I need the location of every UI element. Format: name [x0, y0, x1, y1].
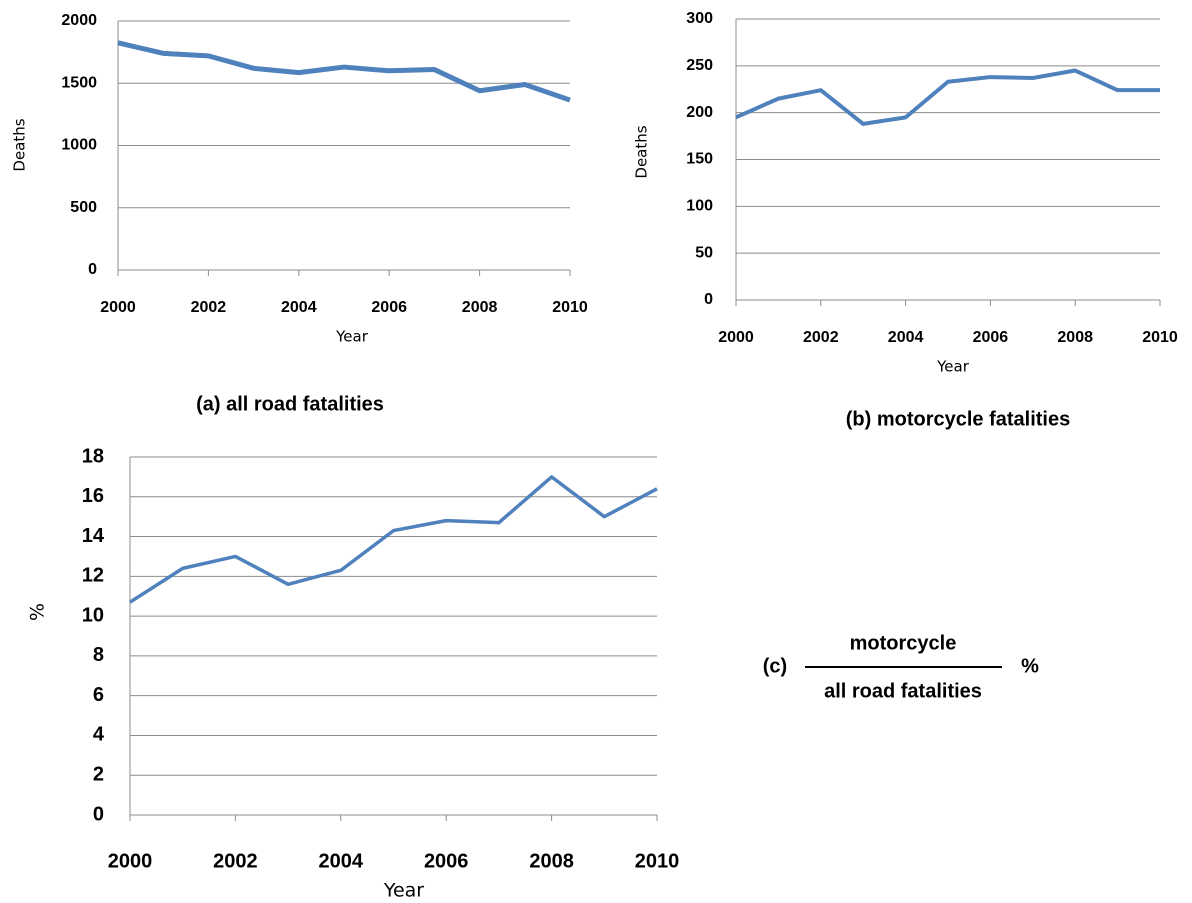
- x-axis-title: Year: [335, 328, 369, 346]
- y-tick-label: 4: [93, 724, 105, 746]
- y-tick-label: 300: [686, 10, 713, 27]
- x-tick-label: 2006: [424, 850, 469, 872]
- x-tick-label: 2008: [462, 299, 498, 316]
- y-tick-label: 200: [686, 104, 713, 121]
- data-line: [129, 475, 658, 604]
- y-tick-label: 0: [88, 261, 97, 278]
- y-tick-label: 14: [82, 525, 105, 547]
- caption-denominator: all road fatalities: [824, 680, 982, 702]
- x-tick-label: 2000: [108, 850, 153, 872]
- y-tick-label: 1000: [61, 137, 97, 154]
- caption-suffix: %: [1021, 655, 1039, 677]
- x-axis-title: Year: [936, 358, 970, 376]
- y-tick-label: 0: [704, 291, 713, 308]
- x-tick-label: 2010: [1142, 329, 1178, 346]
- y-tick-label: 0: [93, 803, 104, 825]
- x-tick-label: 2000: [100, 299, 136, 316]
- y-tick-label: 8: [93, 644, 104, 666]
- y-tick-label: 18: [82, 445, 104, 467]
- y-tick-label: 12: [82, 565, 104, 587]
- x-tick-label: 2006: [371, 299, 407, 316]
- caption: (a) all road fatalities: [196, 393, 384, 415]
- data-line: [735, 68, 1160, 126]
- y-tick-label: 100: [686, 198, 713, 215]
- data-line: [117, 40, 571, 103]
- y-tick-label: 1500: [61, 74, 97, 91]
- y-tick-label: 10: [82, 604, 104, 626]
- x-tick-label: 2010: [635, 850, 680, 872]
- y-tick-label: 2: [93, 764, 104, 786]
- x-tick-label: 2002: [803, 329, 839, 346]
- caption: (b) motorcycle fatalities: [846, 408, 1071, 430]
- y-axis-title: Deaths: [633, 125, 651, 178]
- x-tick-label: 2010: [552, 299, 588, 316]
- caption-numerator: motorcycle: [850, 632, 957, 654]
- y-tick-label: 6: [93, 684, 104, 706]
- x-tick-label: 2008: [529, 850, 574, 872]
- y-tick-label: 500: [70, 199, 97, 216]
- y-tick-label: 150: [686, 151, 713, 168]
- x-tick-label: 2004: [281, 299, 317, 316]
- x-tick-label: 2008: [1057, 329, 1093, 346]
- x-tick-label: 2006: [973, 329, 1009, 346]
- y-tick-label: 250: [686, 57, 713, 74]
- x-axis-title: Year: [383, 880, 424, 902]
- x-tick-label: 2000: [718, 329, 754, 346]
- y-tick-label: 2000: [61, 12, 97, 29]
- y-tick-label: 50: [695, 244, 713, 261]
- y-axis-title: %: [27, 603, 49, 621]
- x-tick-label: 2002: [213, 850, 258, 872]
- y-tick-label: 16: [82, 485, 104, 507]
- x-tick-label: 2004: [888, 329, 924, 346]
- x-tick-label: 2002: [191, 299, 227, 316]
- x-tick-label: 2004: [319, 850, 364, 872]
- y-axis-title: Deaths: [11, 118, 29, 171]
- caption-prefix: (c): [763, 655, 787, 677]
